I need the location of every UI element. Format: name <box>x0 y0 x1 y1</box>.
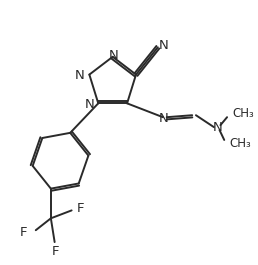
Text: N: N <box>159 39 168 52</box>
Text: N: N <box>75 69 85 82</box>
Text: F: F <box>52 245 59 258</box>
Text: F: F <box>20 226 27 239</box>
Text: CH₃: CH₃ <box>233 107 254 120</box>
Text: N: N <box>159 112 169 125</box>
Text: N: N <box>213 121 222 134</box>
Text: N: N <box>85 98 94 111</box>
Text: N: N <box>109 49 118 62</box>
Text: F: F <box>76 202 84 215</box>
Text: CH₃: CH₃ <box>229 138 251 151</box>
